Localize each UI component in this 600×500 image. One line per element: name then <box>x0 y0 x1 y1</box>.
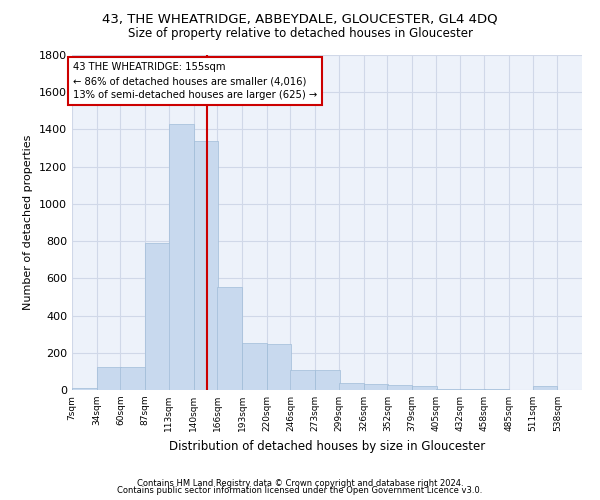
Bar <box>121 366 145 390</box>
X-axis label: Distribution of detached houses by size in Gloucester: Distribution of detached houses by size … <box>169 440 485 452</box>
Bar <box>388 386 412 390</box>
Bar <box>266 344 292 390</box>
Bar <box>217 286 242 390</box>
Bar <box>194 140 218 390</box>
Text: 43, THE WHEATRIDGE, ABBEYDALE, GLOUCESTER, GL4 4DQ: 43, THE WHEATRIDGE, ABBEYDALE, GLOUCESTE… <box>102 12 498 26</box>
Bar <box>364 384 388 390</box>
Bar <box>315 370 340 390</box>
Text: 43 THE WHEATRIDGE: 155sqm
← 86% of detached houses are smaller (4,016)
13% of se: 43 THE WHEATRIDGE: 155sqm ← 86% of detac… <box>73 62 317 100</box>
Bar <box>242 344 266 390</box>
Bar <box>145 243 170 390</box>
Bar <box>412 386 437 390</box>
Bar <box>72 388 97 390</box>
Text: Size of property relative to detached houses in Gloucester: Size of property relative to detached ho… <box>128 28 473 40</box>
Bar <box>533 386 557 390</box>
Bar <box>484 389 509 390</box>
Bar <box>460 389 485 390</box>
Bar <box>169 124 194 390</box>
Bar <box>339 384 364 390</box>
Y-axis label: Number of detached properties: Number of detached properties <box>23 135 34 310</box>
Bar <box>290 370 315 390</box>
Bar <box>97 366 121 390</box>
Text: Contains public sector information licensed under the Open Government Licence v3: Contains public sector information licen… <box>118 486 482 495</box>
Text: Contains HM Land Registry data © Crown copyright and database right 2024.: Contains HM Land Registry data © Crown c… <box>137 478 463 488</box>
Bar <box>436 388 460 390</box>
